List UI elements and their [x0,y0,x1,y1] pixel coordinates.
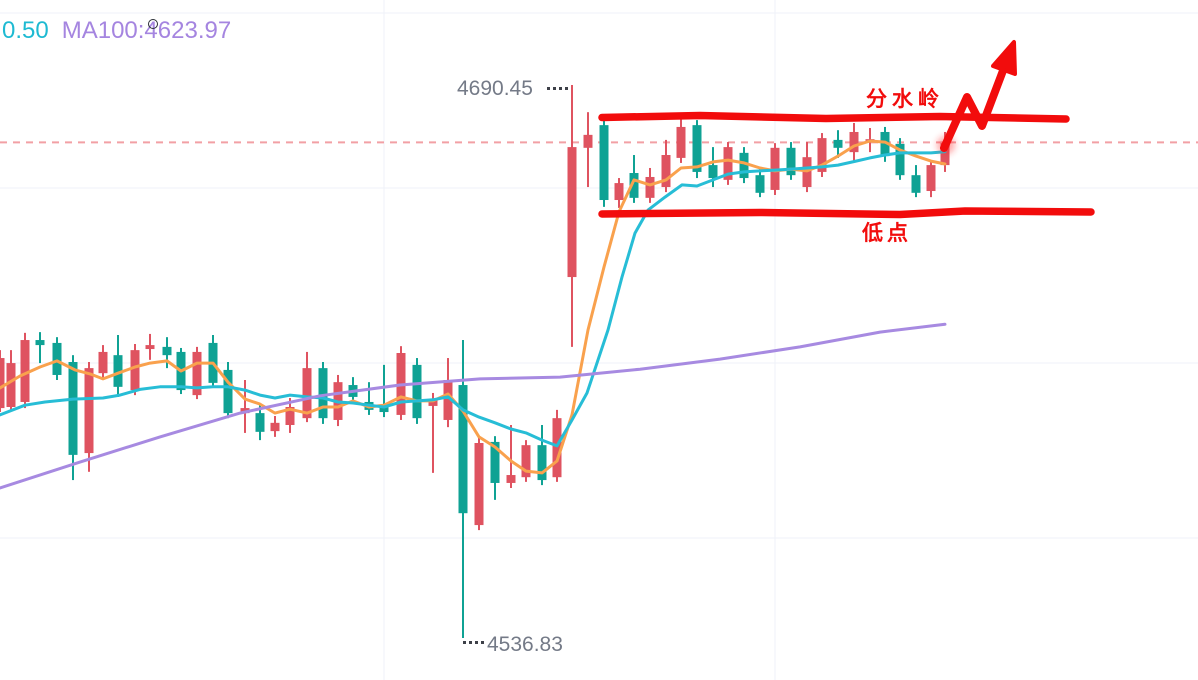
mouse-cursor-icon [148,19,158,29]
ma100-legend-label: MA100:4623.97 [61,17,232,44]
ma-mid-legend-value: 0.50 [2,17,49,44]
support-annotation-label: 低点 [862,221,912,245]
indicator-legend: 0.50 MA100:4623.97 [2,17,231,45]
ma-fast-orange [0,139,947,475]
high-price-leader-dots [547,87,568,90]
breakout-arrow-shaft [940,64,1008,152]
ma100-purple [0,322,947,490]
high-price-label: 4690.45 [457,77,533,100]
ma-mid-cyan [0,150,947,448]
low-price-label: 4536.83 [487,633,563,656]
resistance-annotation-label: 分水岭 [866,87,944,111]
breakout-arrow-head [991,40,1017,76]
low-price-leader-dots [463,641,484,644]
support-trendline [598,207,1095,219]
resistance-trendline [598,111,1070,123]
